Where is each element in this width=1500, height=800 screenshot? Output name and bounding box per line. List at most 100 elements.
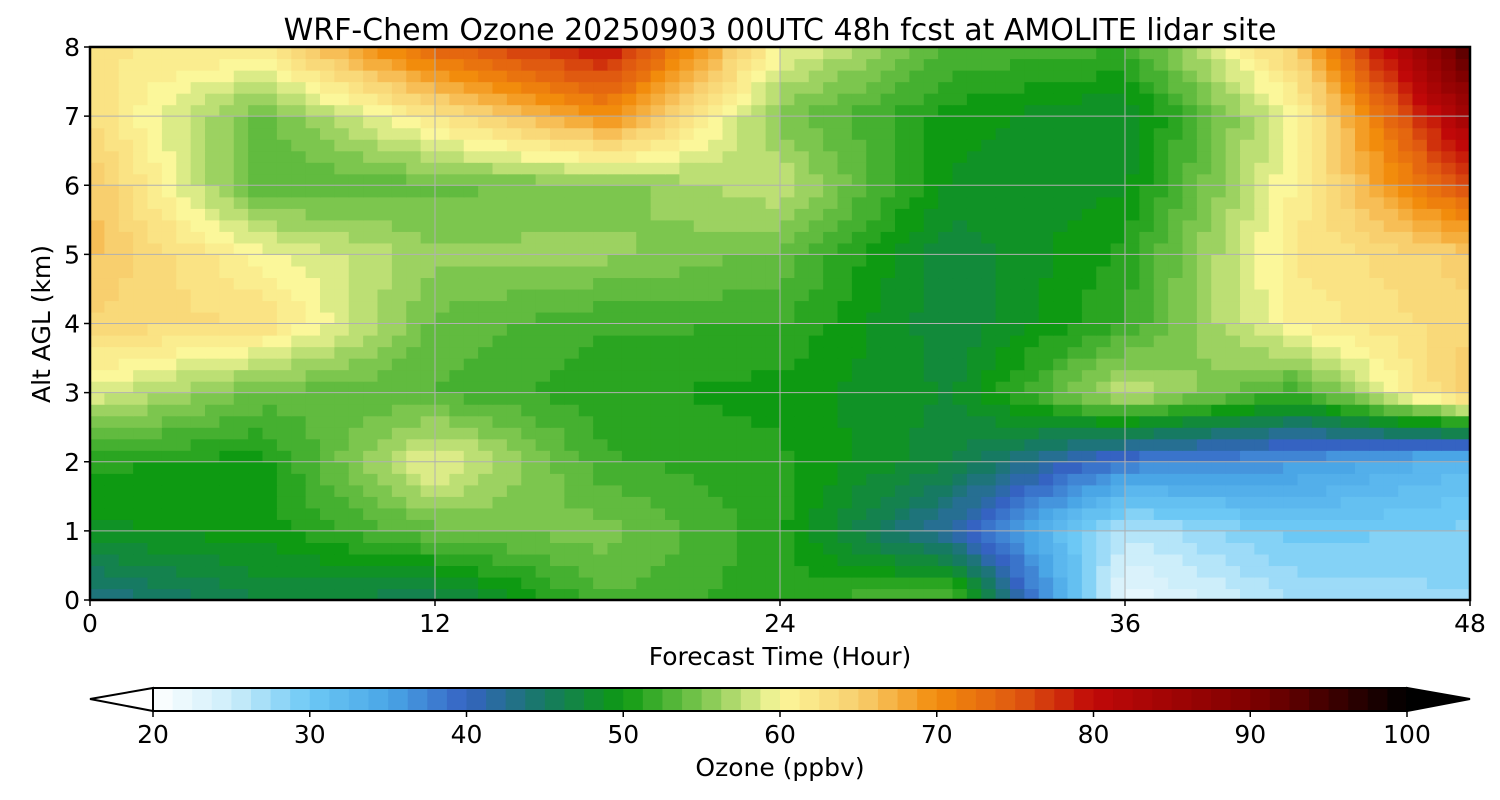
heatmap-cell <box>851 93 867 106</box>
heatmap-cell <box>665 70 680 83</box>
heatmap-cell <box>1010 542 1025 555</box>
heatmap-cell <box>736 588 752 601</box>
heatmap-cell <box>1038 196 1054 209</box>
heatmap-cell <box>1081 346 1097 359</box>
heatmap-cell <box>435 208 450 221</box>
heatmap-cell <box>1038 81 1054 94</box>
heatmap-cell <box>1355 242 1370 255</box>
heatmap-cell <box>506 588 522 601</box>
heatmap-cell <box>1254 93 1270 106</box>
heatmap-cell <box>823 576 839 590</box>
heatmap-cell <box>377 473 393 486</box>
heatmap-cell <box>463 139 479 152</box>
heatmap-cell <box>1067 542 1083 555</box>
heatmap-cell <box>492 496 508 509</box>
heatmap-cell <box>923 196 939 209</box>
heatmap-cell <box>320 254 335 267</box>
colorbar-swatch <box>1309 688 1330 711</box>
heatmap-cell <box>1340 369 1356 382</box>
heatmap-cell <box>133 381 149 394</box>
heatmap-cell <box>1067 588 1083 601</box>
heatmap-cell <box>1139 335 1155 348</box>
heatmap-cell <box>866 311 882 325</box>
heatmap-cell <box>133 392 149 405</box>
heatmap-cell <box>636 358 652 371</box>
heatmap-cell <box>679 542 695 555</box>
heatmap-cell <box>190 438 206 451</box>
heatmap-cell <box>535 104 551 117</box>
heatmap-cell <box>593 553 609 567</box>
heatmap-cell <box>248 150 264 163</box>
heatmap-cell <box>1326 346 1342 359</box>
colorbar-swatch <box>1367 688 1388 711</box>
heatmap-cell <box>478 404 494 417</box>
heatmap-cell <box>780 519 795 532</box>
heatmap-cell <box>866 553 882 567</box>
heatmap-cell <box>420 196 436 209</box>
heatmap-cell <box>866 104 882 117</box>
heatmap-cell <box>406 576 422 590</box>
heatmap-cell <box>334 381 350 394</box>
heatmap-cell <box>334 588 350 601</box>
heatmap-cell <box>1326 47 1342 60</box>
heatmap-cell <box>1067 530 1083 543</box>
heatmap-cell <box>320 484 335 497</box>
heatmap-cell <box>1196 242 1212 255</box>
heatmap-cell <box>90 311 105 325</box>
heatmap-cell <box>161 127 177 140</box>
heatmap-cell <box>938 507 954 520</box>
heatmap-cell <box>291 300 307 313</box>
heatmap-cell <box>1225 381 1241 394</box>
heatmap-cell <box>1340 438 1356 451</box>
heatmap-cell <box>1441 139 1457 152</box>
heatmap-cell <box>406 254 422 267</box>
heatmap-cell <box>133 196 149 209</box>
heatmap-cell <box>377 242 393 255</box>
colorbar-swatch <box>603 688 624 711</box>
heatmap-cell <box>823 47 839 60</box>
heatmap-cell <box>1096 196 1112 209</box>
heatmap-cell <box>966 116 982 129</box>
heatmap-cell <box>435 254 450 267</box>
heatmap-cell <box>1182 461 1198 474</box>
heatmap-cell <box>837 231 853 244</box>
heatmap-cell <box>665 277 680 290</box>
heatmap-cell <box>219 208 235 221</box>
heatmap-cell <box>765 104 781 117</box>
heatmap-cell <box>679 576 695 590</box>
heatmap-cell <box>348 392 364 405</box>
heatmap-cell <box>219 93 235 106</box>
heatmap-cell <box>636 81 652 94</box>
heatmap-cell <box>506 473 522 486</box>
heatmap-cell <box>708 196 724 209</box>
heatmap-cell <box>1240 277 1255 290</box>
heatmap-cell <box>866 335 882 348</box>
heatmap-cell <box>1326 242 1342 255</box>
heatmap-cell <box>463 300 479 313</box>
heatmap-cell <box>1268 58 1284 71</box>
heatmap-cell <box>995 288 1011 302</box>
heatmap-cell <box>866 58 882 71</box>
heatmap-cell <box>363 427 379 440</box>
heatmap-cell <box>1168 242 1184 255</box>
heatmap-cell <box>435 392 450 405</box>
heatmap-cell <box>1225 47 1241 60</box>
heatmap-cell <box>923 265 939 279</box>
heatmap-cell <box>1426 127 1442 140</box>
heatmap-cell <box>1254 162 1270 175</box>
heatmap-cell <box>1125 415 1140 428</box>
heatmap-cell <box>1297 93 1313 106</box>
heatmap-cell <box>219 507 235 520</box>
heatmap-cell <box>1311 335 1327 348</box>
heatmap-cell <box>607 288 623 302</box>
heatmap-cell <box>276 208 292 221</box>
heatmap-cell <box>1254 173 1270 186</box>
heatmap-cell <box>219 242 235 255</box>
heatmap-cell <box>262 277 278 290</box>
heatmap-cell <box>1067 196 1083 209</box>
heatmap-cell <box>219 185 235 198</box>
heatmap-cell <box>636 542 652 555</box>
heatmap-cell <box>1240 473 1255 486</box>
heatmap-cell <box>478 254 494 267</box>
heatmap-cell <box>320 70 335 83</box>
